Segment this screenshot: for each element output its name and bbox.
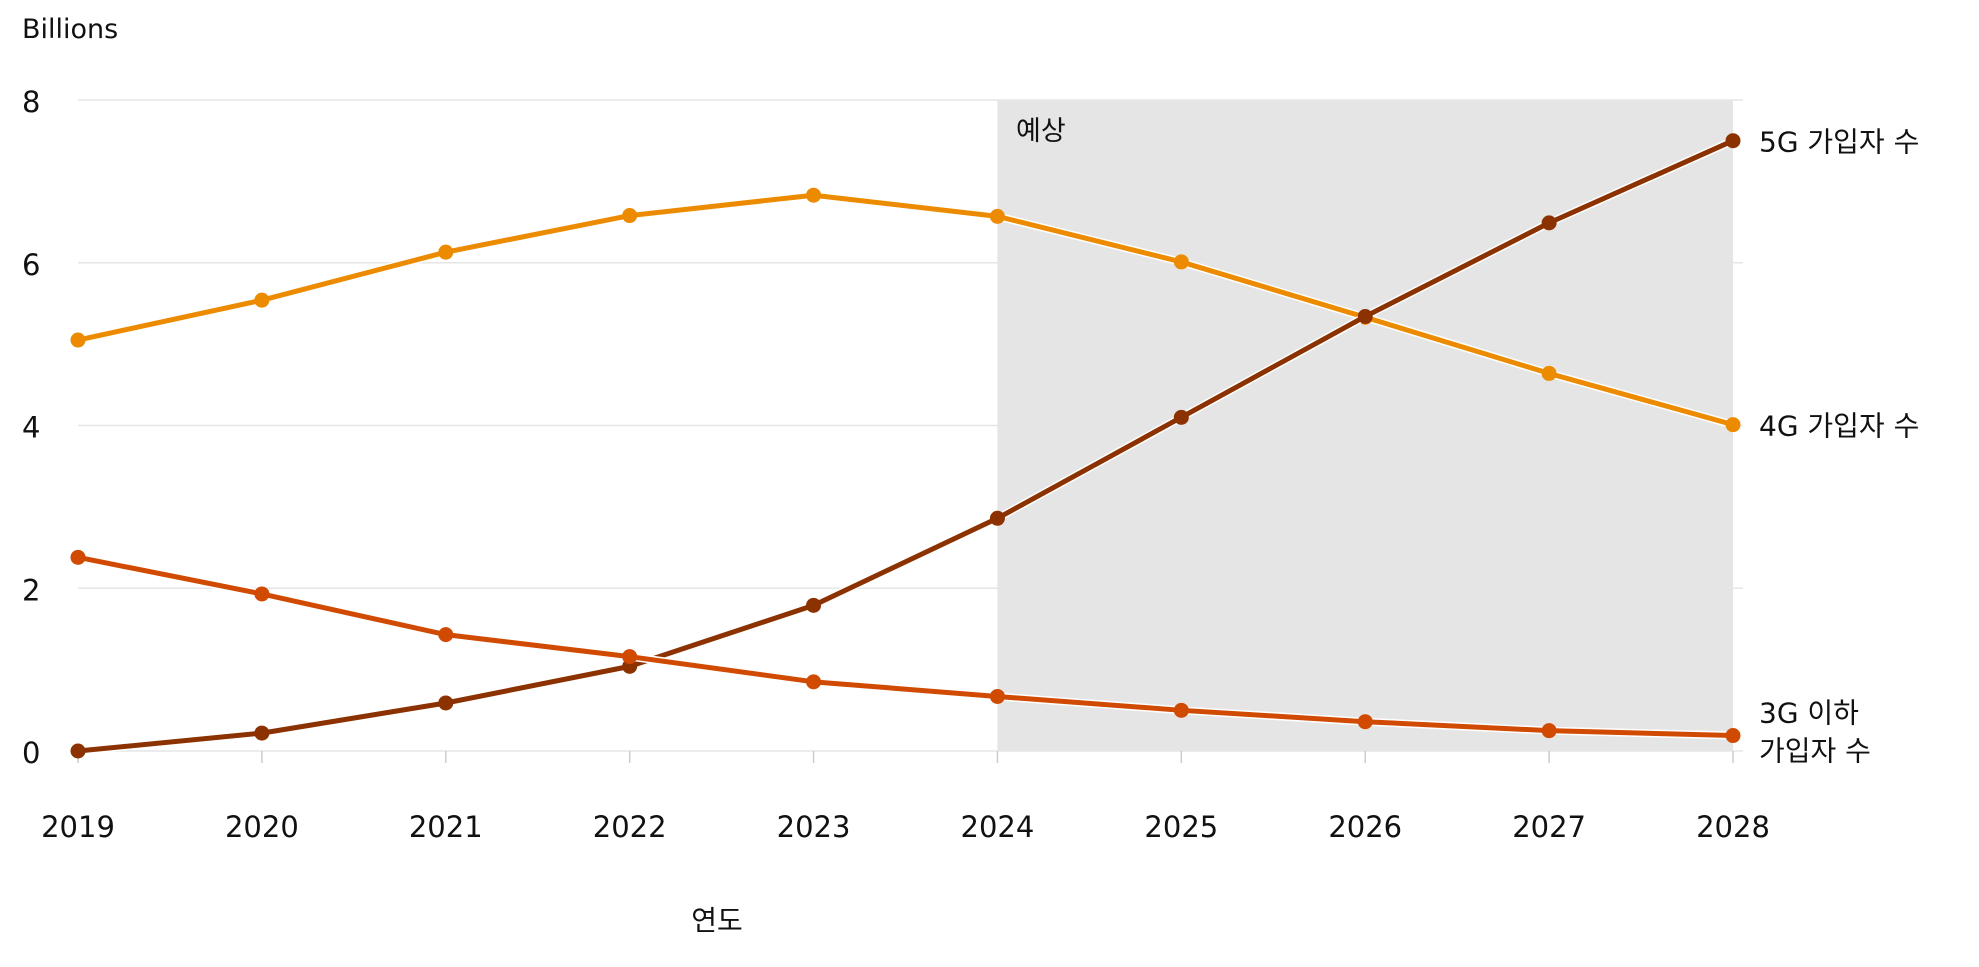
data-point bbox=[1725, 417, 1741, 433]
data-point bbox=[1541, 365, 1557, 381]
x-tick-label: 2023 bbox=[777, 810, 851, 844]
x-tick-label: 2025 bbox=[1144, 810, 1218, 844]
series-line bbox=[77, 138, 1735, 754]
data-point bbox=[622, 649, 638, 665]
data-point bbox=[1357, 714, 1373, 730]
data-point bbox=[1541, 215, 1557, 231]
data-point bbox=[806, 187, 822, 203]
series-label: 3G 이하 bbox=[1759, 697, 1859, 730]
x-tick-label: 2028 bbox=[1696, 810, 1770, 844]
data-point bbox=[70, 332, 86, 348]
x-tick-label: 2026 bbox=[1328, 810, 1402, 844]
data-point bbox=[622, 208, 638, 224]
x-tick-label: 2020 bbox=[225, 810, 299, 844]
data-point bbox=[254, 725, 270, 741]
data-point bbox=[1173, 702, 1189, 718]
data-point bbox=[438, 244, 454, 260]
x-tick-label: 2027 bbox=[1512, 810, 1586, 844]
data-point bbox=[254, 292, 270, 308]
y-tick-label: 2 bbox=[22, 573, 40, 607]
x-tick-label: 2022 bbox=[593, 810, 667, 844]
data-point bbox=[1725, 133, 1741, 149]
x-tick-label: 2019 bbox=[41, 810, 115, 844]
data-point bbox=[806, 597, 822, 613]
data-point bbox=[438, 627, 454, 643]
data-point bbox=[989, 688, 1005, 704]
data-point bbox=[438, 695, 454, 711]
series-label: 5G 가입자 수 bbox=[1759, 126, 1919, 159]
data-point bbox=[1173, 409, 1189, 425]
x-axis-label: 연도 bbox=[691, 904, 743, 937]
data-point bbox=[254, 586, 270, 602]
x-tick-label: 2024 bbox=[961, 810, 1035, 844]
series-label: 4G 가입자 수 bbox=[1759, 410, 1919, 443]
y-tick-label: 6 bbox=[22, 248, 40, 282]
data-point bbox=[806, 674, 822, 690]
data-point bbox=[1541, 723, 1557, 739]
data-point bbox=[1725, 728, 1741, 744]
forecast-label: 예상 bbox=[1016, 116, 1066, 147]
data-point bbox=[1357, 308, 1373, 324]
data-point bbox=[989, 208, 1005, 224]
data-point bbox=[1173, 254, 1189, 270]
series-label: 가입자 수 bbox=[1759, 735, 1871, 768]
x-tick-label: 2021 bbox=[409, 810, 483, 844]
y-tick-label: 8 bbox=[22, 85, 40, 119]
data-point bbox=[70, 549, 86, 565]
series-line bbox=[77, 192, 1734, 428]
data-point bbox=[989, 510, 1005, 526]
y-tick-label: 0 bbox=[22, 736, 40, 770]
y-tick-label: 4 bbox=[22, 411, 40, 445]
y-axis-label: Billions bbox=[22, 14, 118, 45]
data-point bbox=[70, 743, 86, 759]
series-line bbox=[77, 554, 1734, 739]
